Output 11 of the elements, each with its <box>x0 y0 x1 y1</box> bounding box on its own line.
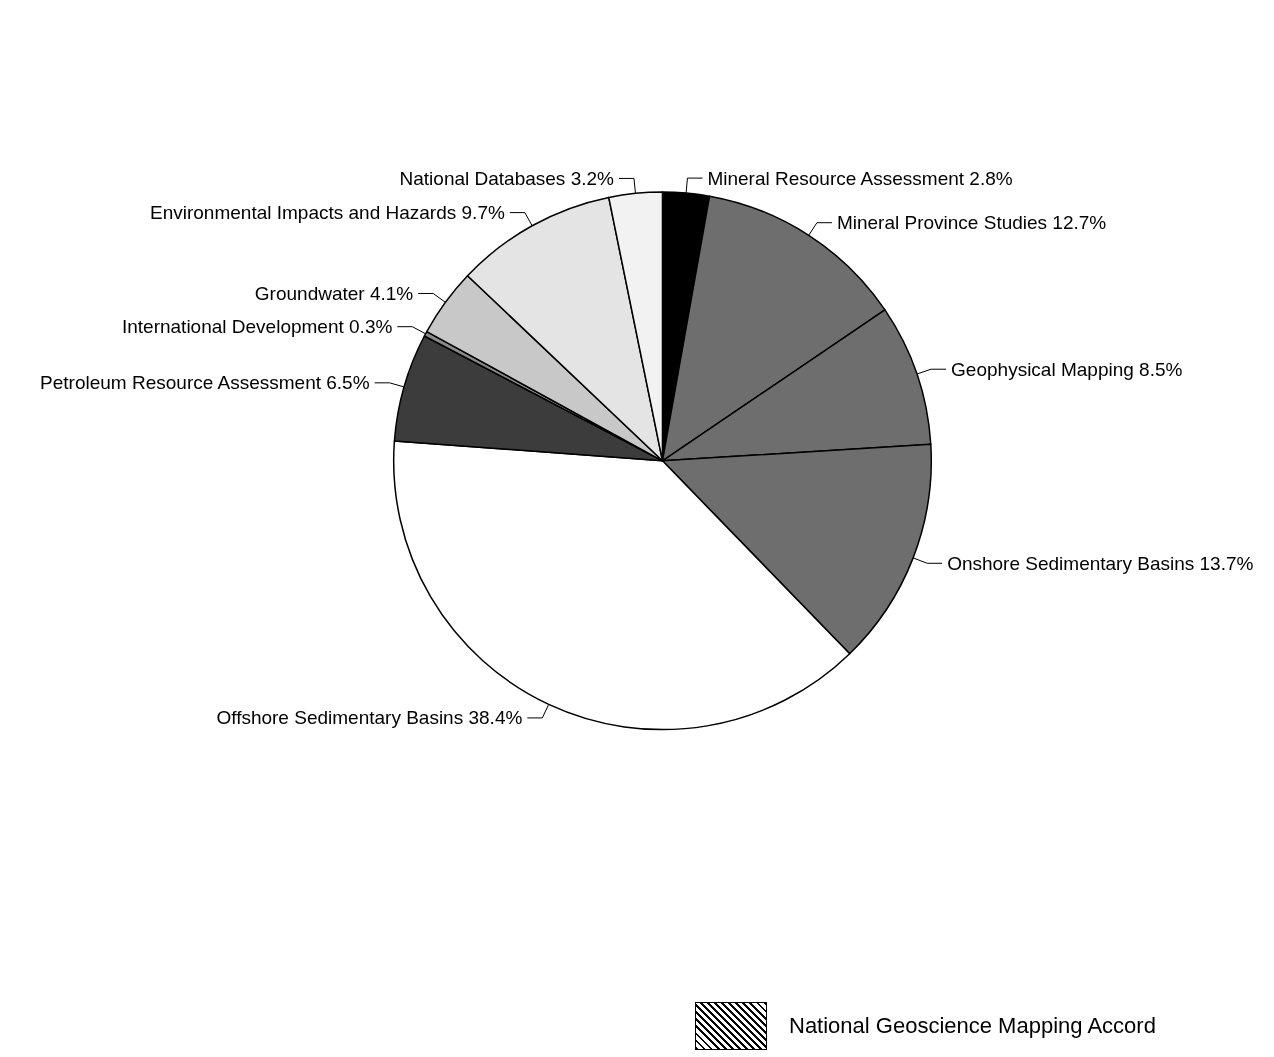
slice-label: Onshore Sedimentary Basins 13.7% <box>947 552 1254 574</box>
slice-label: Mineral Resource Assessment 2.8% <box>707 167 1013 189</box>
slice-label: National Databases 3.2% <box>399 167 615 189</box>
slice-label: International Development 0.3% <box>121 316 393 338</box>
slice-label: Environmental Impacts and Hazards 9.7% <box>150 202 505 224</box>
slice-label: Groundwater 4.1% <box>254 282 414 304</box>
text: National Geoscience Mapping Accord <box>789 1013 1156 1039</box>
slice-label: Offshore Sedimentary Basins 38.4% <box>216 707 523 729</box>
slice-label: Petroleum Resource Assessment 6.5% <box>40 372 370 394</box>
slice-label: Mineral Province Studies 12.7% <box>836 212 1107 234</box>
slice-label: Geophysical Mapping 8.5% <box>951 358 1183 380</box>
